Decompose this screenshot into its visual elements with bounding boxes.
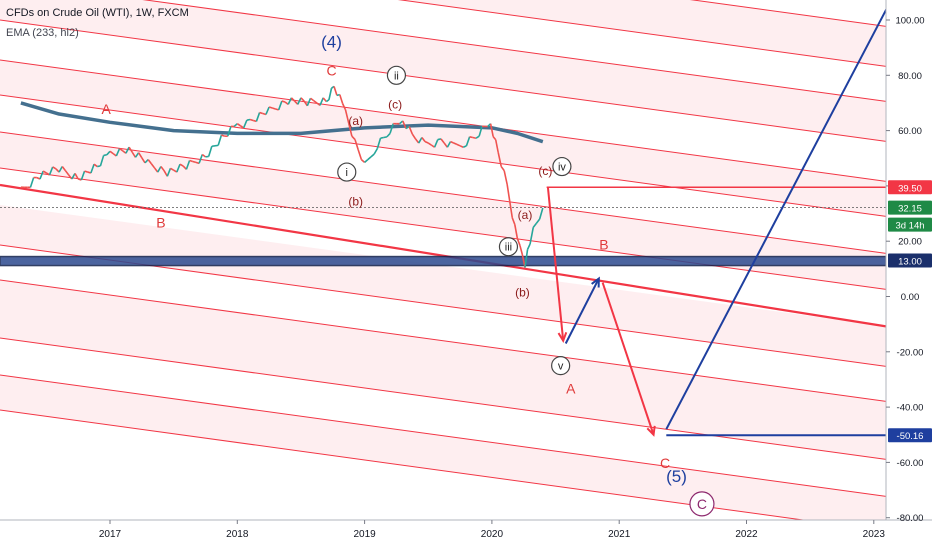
price-segment [269, 107, 272, 108]
price-segment [334, 86, 337, 95]
price-segment [221, 135, 224, 136]
price-segment [247, 120, 250, 121]
price-segment [209, 146, 212, 156]
y-tick-label: -60.00 [897, 458, 924, 469]
price-segment [272, 108, 275, 109]
price-segment [470, 137, 473, 138]
price-segment [340, 95, 343, 104]
price-badge-label: 13.00 [898, 257, 922, 268]
y-tick-label: 100.00 [895, 16, 924, 27]
wave-label: (a) [348, 114, 363, 128]
wave-circle-label: v [558, 361, 564, 373]
wave-label: (c) [388, 97, 402, 111]
x-tick-label: 2021 [608, 529, 631, 540]
price-segment [218, 135, 221, 145]
x-tick-label: 2018 [226, 529, 249, 540]
x-axis-panel [0, 520, 932, 550]
price-segment [371, 154, 374, 157]
wave-label: C [326, 62, 336, 78]
projection-arrow [666, 9, 886, 429]
x-tick-label: 2022 [735, 529, 758, 540]
indicator-label: EMA (233, hl2) [6, 27, 79, 39]
x-tick-label: 2023 [863, 529, 886, 540]
price-segment [358, 150, 361, 160]
x-tick-label: 2017 [99, 529, 122, 540]
price-segment [528, 244, 531, 249]
wave-label: B [599, 236, 608, 252]
x-tick-label: 2020 [481, 529, 504, 540]
wave-label: A [566, 380, 576, 396]
price-segment [361, 160, 364, 163]
price-segment [250, 120, 253, 121]
price-segment [260, 113, 263, 114]
wave-label: A [102, 101, 112, 117]
price-segment [374, 149, 377, 155]
price-segment [202, 155, 205, 157]
y-tick-label: -40.00 [897, 403, 924, 414]
price-segment [323, 98, 326, 102]
price-segment [326, 100, 329, 102]
price-segment [329, 88, 332, 100]
wave-label: (b) [348, 194, 363, 208]
wave-label: (4) [321, 33, 342, 52]
wave-label: (5) [666, 467, 687, 486]
wave-circle-label: C [697, 496, 707, 512]
price-segment [193, 161, 196, 162]
price-segment [384, 137, 387, 138]
y-tick-label: 20.00 [898, 237, 922, 248]
wave-label: (b) [515, 286, 530, 300]
chart-title: CFDs on Crude Oil (WTI), 1W, FXCM [6, 7, 189, 19]
x-tick-label: 2019 [353, 529, 376, 540]
price-segment [507, 185, 510, 202]
price-segment [504, 171, 507, 185]
price-segment [190, 161, 193, 162]
y-tick-label: 60.00 [898, 126, 922, 137]
y-tick-label: -80.00 [897, 513, 924, 524]
price-segment [381, 138, 384, 139]
price-segment [85, 171, 88, 172]
price-segment [301, 98, 304, 101]
wave-label: (a) [518, 208, 533, 222]
price-segment [473, 138, 476, 139]
price-segment [520, 245, 523, 255]
price-segment [501, 167, 504, 171]
price-segment [310, 98, 313, 100]
price-badge-label: 32.15 [898, 204, 922, 215]
price-badge-label: 3d 14h [895, 221, 924, 232]
price-segment [97, 166, 100, 167]
y-tick-label: -20.00 [897, 347, 924, 358]
wave-circle-label: iv [558, 162, 566, 174]
price-badge-label: 39.50 [898, 183, 922, 194]
wave-label: B [156, 214, 165, 230]
price-segment [104, 155, 107, 156]
channel-fill-band [0, 280, 886, 459]
wave-label: (c) [538, 164, 552, 178]
y-tick-label: 80.00 [898, 71, 922, 82]
wave-circle-label: ii [394, 70, 399, 82]
price-badge-label: -50.16 [897, 431, 924, 442]
price-segment [282, 101, 285, 102]
price-segment [365, 160, 368, 163]
wave-circle-label: iii [505, 242, 512, 254]
y-tick-label: 0.00 [901, 292, 920, 303]
wave-circle-label: i [346, 167, 348, 179]
price-segment [368, 157, 371, 160]
price-segment [30, 178, 33, 188]
